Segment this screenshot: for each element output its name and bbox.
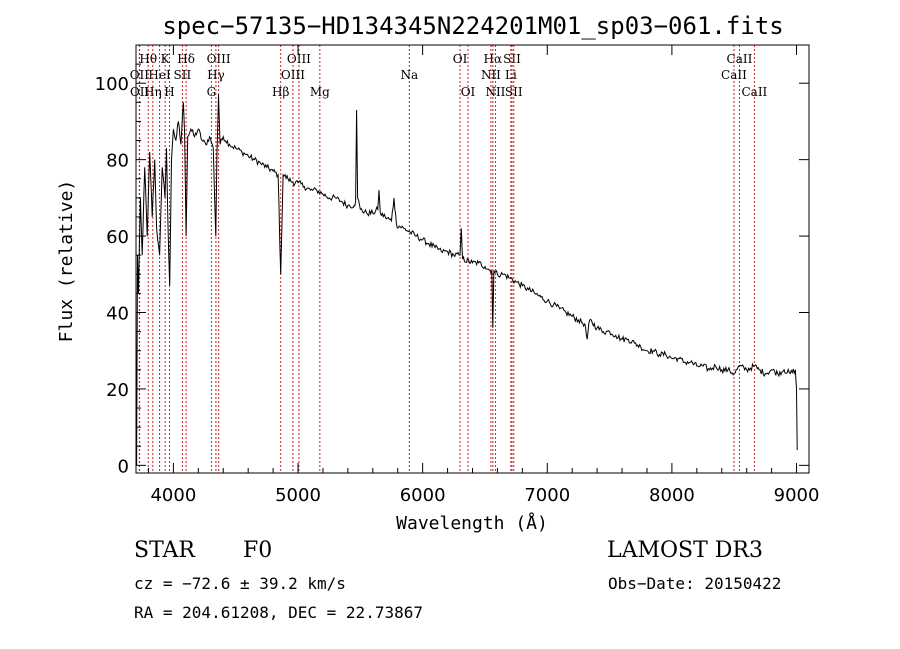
x-tick-label-7000: 7000 xyxy=(524,485,570,506)
coordinates-readout: RA = 204.61208, DEC = 22.73867 xyxy=(134,603,423,622)
line-marker-label-27: CaII xyxy=(741,85,767,99)
object-subclass: F0 xyxy=(243,538,273,563)
x-tick-label-5000: 5000 xyxy=(275,485,321,506)
chart-title: spec−57135−HD134345N224201M01_sp03−061.f… xyxy=(162,12,783,40)
line-marker-label-25: CaII xyxy=(727,52,753,66)
line-marker-label-5: Hη xyxy=(144,85,162,99)
survey-name: LAMOST DR3 xyxy=(607,538,763,563)
line-marker-label-21: NII xyxy=(485,85,505,99)
line-marker-label-3: K xyxy=(161,52,171,66)
y-axis: 0 20 40 60 80 100 xyxy=(95,44,809,477)
y-tick-label-20: 20 xyxy=(106,380,129,401)
line-marker-label-11: G xyxy=(207,85,217,99)
line-marker-label-10: Hγ xyxy=(207,68,225,82)
line-marker-label-20: NII xyxy=(481,68,501,82)
x-tick-label-8000: 8000 xyxy=(649,485,695,506)
y-tick-label-60: 60 xyxy=(106,227,129,248)
plot-frame xyxy=(135,44,810,474)
y-tick-label-100: 100 xyxy=(95,74,129,95)
line-marker-label-14: OIII xyxy=(281,68,305,82)
line-marker-label-12: Hβ xyxy=(272,85,289,99)
line-marker-label-19: Hα xyxy=(484,52,503,66)
observation-date: Obs−Date: 20150422 xyxy=(608,574,782,593)
line-marker-label-16: Na xyxy=(400,68,418,82)
x-axis-label: Wavelength (Å) xyxy=(396,512,548,534)
y-tick-label-0: 0 xyxy=(118,456,129,477)
line-marker-label-0: Hθ xyxy=(139,52,157,66)
line-marker-label-22: SII xyxy=(503,52,521,66)
x-axis: 4000 5000 6000 7000 8000 9000 xyxy=(147,45,820,506)
line-marker-label-7: SII xyxy=(174,68,192,82)
line-marker-label-13: OIII xyxy=(287,52,311,66)
x-tick-label-6000: 6000 xyxy=(400,485,446,506)
spectrum-series xyxy=(135,94,798,466)
line-marker-label-8: Hδ xyxy=(177,52,195,66)
object-class: STAR xyxy=(134,538,195,563)
y-tick-label-40: 40 xyxy=(106,304,129,325)
y-tick-label-80: 80 xyxy=(106,151,129,172)
line-marker-label-18: OI xyxy=(461,85,476,99)
spectrum-line xyxy=(135,94,798,466)
line-marker-label-6: H xyxy=(164,85,174,99)
y-axis-label: Flux (relative) xyxy=(56,180,77,343)
x-tick-label-4000: 4000 xyxy=(150,485,196,506)
line-marker-label-17: OI xyxy=(453,52,468,66)
x-tick-label-9000: 9000 xyxy=(774,485,820,506)
line-marker-label-23: Li xyxy=(505,68,517,82)
line-marker-label-26: CaII xyxy=(721,68,747,82)
line-marker-label-15: Mg xyxy=(310,85,330,99)
line-marker-label-24: SII xyxy=(505,85,523,99)
line-marker-label-4: HeI xyxy=(148,68,171,82)
line-marker-label-9: OIII xyxy=(207,52,231,66)
line-marker-label-2: OII xyxy=(130,85,150,99)
redshift-readout: cz = −72.6 ± 39.2 km/s xyxy=(134,574,346,593)
